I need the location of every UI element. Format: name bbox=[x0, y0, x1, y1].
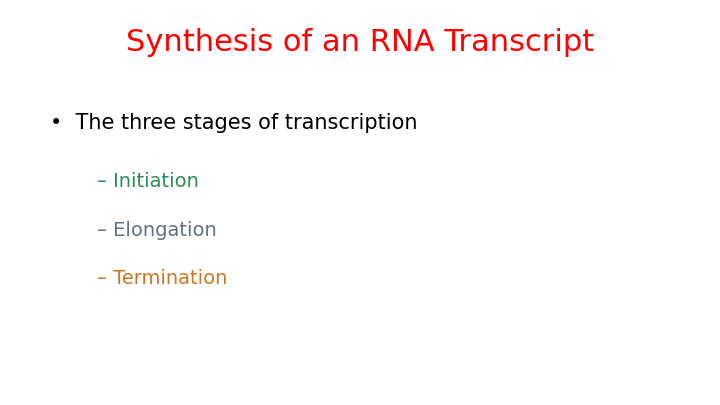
Text: – Termination: – Termination bbox=[97, 269, 228, 288]
Text: •  The three stages of transcription: • The three stages of transcription bbox=[50, 113, 418, 133]
Text: Synthesis of an RNA Transcript: Synthesis of an RNA Transcript bbox=[126, 28, 594, 58]
Text: – Initiation: – Initiation bbox=[97, 172, 199, 191]
Text: – Elongation: – Elongation bbox=[97, 221, 217, 240]
